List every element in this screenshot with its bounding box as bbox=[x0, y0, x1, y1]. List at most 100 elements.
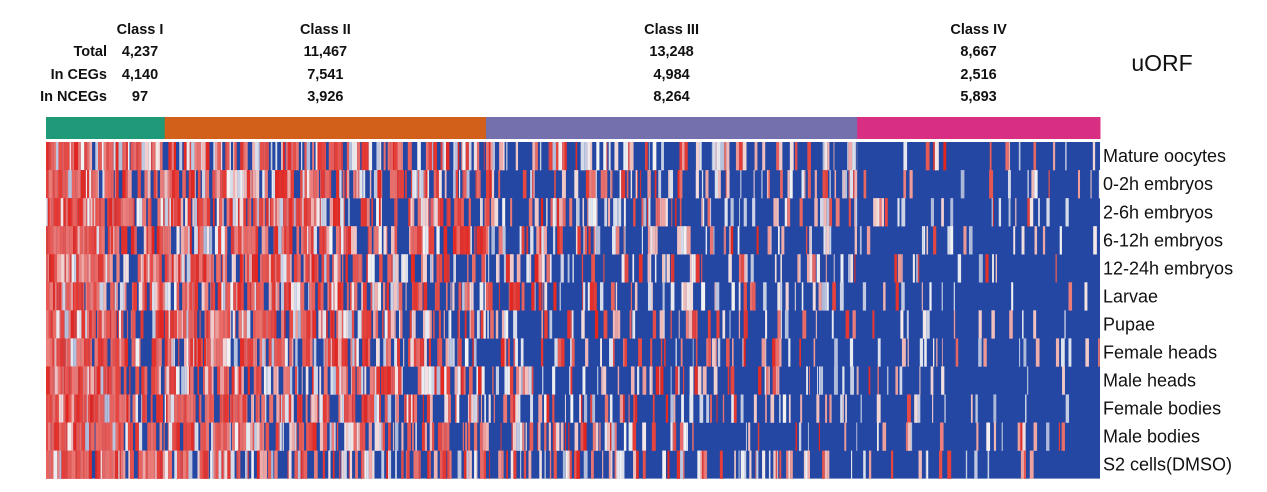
heatmap-cell bbox=[330, 310, 331, 338]
heatmap-cell bbox=[205, 282, 209, 310]
heatmap-cell bbox=[358, 366, 361, 394]
heatmap-cell bbox=[457, 226, 461, 254]
heatmap-cell bbox=[206, 423, 209, 451]
heatmap-cell bbox=[269, 282, 272, 310]
heatmap-cell bbox=[83, 366, 84, 394]
heatmap-cell bbox=[147, 226, 148, 254]
heatmap-cell bbox=[1065, 142, 1067, 170]
heatmap-cell bbox=[406, 254, 409, 282]
heatmap-cell bbox=[202, 142, 206, 170]
heatmap-cell bbox=[48, 310, 50, 338]
heatmap-cell bbox=[251, 254, 252, 282]
heatmap-cell bbox=[95, 310, 96, 338]
heatmap-cell bbox=[993, 198, 994, 226]
heatmap-cell bbox=[297, 254, 301, 282]
heatmap-cell bbox=[459, 170, 460, 198]
heatmap-cell bbox=[902, 254, 903, 282]
heatmap-cell bbox=[88, 254, 89, 282]
heatmap-cell bbox=[298, 198, 300, 226]
heatmap-cell bbox=[368, 338, 370, 366]
heatmap-cell bbox=[57, 451, 59, 479]
heatmap-cells bbox=[46, 142, 1100, 479]
heatmap-cell bbox=[212, 451, 213, 479]
heatmap-cell bbox=[490, 310, 494, 338]
heatmap-cell bbox=[211, 282, 212, 310]
heatmap-cell bbox=[343, 226, 344, 254]
heatmap-cell bbox=[268, 366, 271, 394]
heatmap-cell bbox=[90, 366, 94, 394]
heatmap-cell bbox=[220, 394, 222, 422]
heatmap-cell bbox=[289, 338, 291, 366]
heatmap-cell bbox=[89, 310, 91, 338]
heatmap-cell bbox=[217, 366, 220, 394]
heatmap-cell bbox=[480, 170, 481, 198]
heatmap-cell bbox=[882, 423, 886, 451]
heatmap-cell bbox=[231, 170, 233, 198]
heatmap-cell bbox=[178, 338, 179, 366]
heatmap-cell bbox=[244, 310, 247, 338]
heatmap-cell bbox=[411, 226, 414, 254]
heatmap-cell bbox=[786, 282, 789, 310]
class-in-ncegs: 3,926 bbox=[307, 89, 343, 105]
heatmap-cell bbox=[326, 170, 330, 198]
heatmap-cell bbox=[283, 423, 284, 451]
heatmap-cell bbox=[266, 142, 268, 170]
heatmap-cell bbox=[906, 423, 908, 451]
heatmap-cell bbox=[225, 282, 227, 310]
heatmap-cell bbox=[804, 170, 805, 198]
heatmap-cell bbox=[718, 170, 721, 198]
heatmap-cell bbox=[609, 142, 611, 170]
heatmap-cell bbox=[344, 170, 345, 198]
heatmap-cell bbox=[100, 394, 103, 422]
heatmap-cell bbox=[659, 366, 660, 394]
heatmap-cell bbox=[115, 366, 119, 394]
heatmap-cell bbox=[734, 394, 737, 422]
heatmap-cell bbox=[521, 366, 522, 394]
heatmap-cell bbox=[799, 423, 801, 451]
heatmap-cell bbox=[499, 282, 500, 310]
heatmap-cell bbox=[225, 254, 227, 282]
heatmap-cell bbox=[352, 282, 355, 310]
heatmap-cell bbox=[342, 254, 343, 282]
heatmap-cell bbox=[296, 310, 298, 338]
heatmap-cell bbox=[480, 451, 484, 479]
heatmap-cell bbox=[679, 310, 680, 338]
heatmap-cell bbox=[135, 338, 136, 366]
heatmap-cell bbox=[739, 282, 741, 310]
heatmap-cell bbox=[453, 226, 457, 254]
heatmap-cell bbox=[220, 170, 223, 198]
heatmap-cell bbox=[653, 226, 655, 254]
heatmap-cell bbox=[816, 310, 817, 338]
heatmap-cell bbox=[225, 394, 228, 422]
heatmap-cell bbox=[748, 423, 750, 451]
heatmap-cell bbox=[123, 198, 127, 226]
heatmap-cell bbox=[413, 451, 416, 479]
heatmap-cell bbox=[368, 310, 371, 338]
heatmap-cell bbox=[383, 338, 386, 366]
heatmap-cell bbox=[115, 310, 116, 338]
heatmap-cell bbox=[501, 451, 503, 479]
heatmap-cell bbox=[163, 451, 165, 479]
heatmap-cell bbox=[348, 282, 349, 310]
heatmap-cell bbox=[275, 198, 277, 226]
heatmap-cell bbox=[149, 170, 151, 198]
heatmap-cell bbox=[330, 366, 333, 394]
heatmap-cell bbox=[730, 310, 731, 338]
heatmap-cell bbox=[498, 451, 501, 479]
heatmap-cell bbox=[125, 170, 127, 198]
heatmap-cell bbox=[116, 394, 120, 422]
heatmap-cell bbox=[99, 226, 101, 254]
heatmap-cell bbox=[812, 254, 815, 282]
heatmap-cell bbox=[706, 451, 707, 479]
heatmap-cell bbox=[111, 366, 112, 394]
heatmap-cell bbox=[183, 423, 187, 451]
row-label: 12-24h embryos bbox=[1103, 258, 1233, 278]
heatmap-cell bbox=[362, 394, 365, 422]
heatmap-cell bbox=[349, 142, 352, 170]
heatmap-cell bbox=[289, 451, 292, 479]
heatmap-cell bbox=[170, 170, 172, 198]
heatmap-cell bbox=[802, 170, 805, 198]
heatmap-cell bbox=[111, 226, 113, 254]
heatmap-cell bbox=[558, 338, 562, 366]
heatmap-cell bbox=[455, 394, 456, 422]
